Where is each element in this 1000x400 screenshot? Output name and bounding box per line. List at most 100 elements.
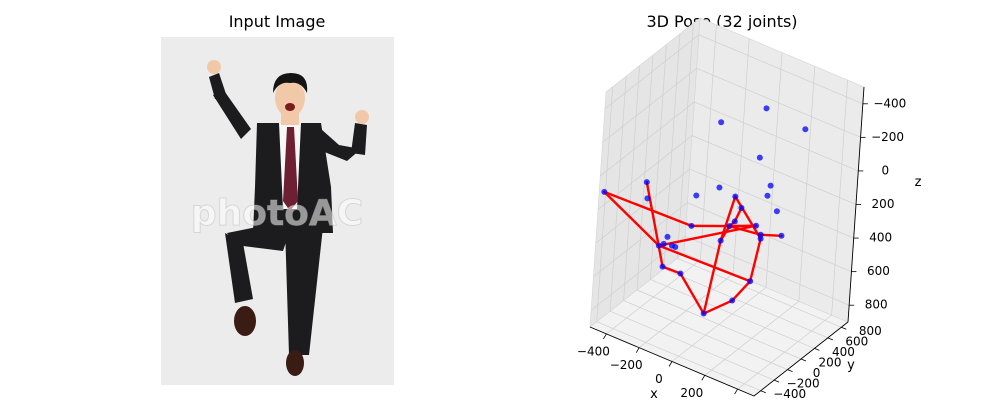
right-arm-upper <box>317 129 361 161</box>
y-tick-label: 200 <box>819 356 842 370</box>
y-tick-label: 600 <box>845 334 868 348</box>
skeleton-bone <box>657 224 758 247</box>
tie <box>283 127 298 211</box>
joint-point <box>767 182 774 189</box>
grid-line-z-side <box>604 34 700 110</box>
x-axis-label: x <box>650 387 658 400</box>
x-tick-label: −400 <box>577 344 610 358</box>
right-forearm <box>351 123 367 155</box>
grid-line-z-back <box>689 168 854 239</box>
grid-line-z-side <box>602 68 697 143</box>
input-image-title: Input Image <box>228 12 326 31</box>
skeleton-bone <box>702 299 734 315</box>
y-tick-label: 0 <box>813 366 821 380</box>
grid-line-y-floor <box>677 257 842 328</box>
joint-point <box>726 223 733 230</box>
face <box>275 79 305 117</box>
joint-point <box>773 208 780 215</box>
z-tick-label: 200 <box>872 197 895 211</box>
joint-point <box>668 242 675 249</box>
y-axis-label: y <box>847 358 855 373</box>
left-shoe <box>234 306 256 336</box>
grid-line-y-floor <box>636 289 802 360</box>
skeleton-bone <box>603 190 661 247</box>
axis-panes <box>589 17 865 397</box>
y-tick-label: −200 <box>787 377 820 391</box>
z-axis-label: z <box>915 175 922 190</box>
z-tick-label: 600 <box>867 264 890 278</box>
joint-point <box>732 193 739 200</box>
left-fist <box>207 60 221 74</box>
joint-point <box>802 126 809 133</box>
chart-title: 3D Pose (32 joints) <box>646 12 798 31</box>
grid-line-y-floor <box>596 321 761 392</box>
right-fist <box>355 110 369 124</box>
skeleton-bone <box>679 272 705 315</box>
skeleton-bone <box>759 233 783 237</box>
x-tick-mark <box>734 388 738 395</box>
skeleton-joints <box>601 105 809 317</box>
axis-gridlines <box>590 23 863 392</box>
x-tick-label: 0 <box>655 372 663 386</box>
joint-point <box>763 105 770 112</box>
joint-point <box>693 192 700 199</box>
y-tick-label: −400 <box>773 387 806 400</box>
y-tick-mark <box>827 337 834 341</box>
y-tick-mark <box>787 369 793 372</box>
y-tick-label: 800 <box>859 324 882 338</box>
skeleton-bone <box>748 237 762 283</box>
z-tick-label: −200 <box>871 130 904 144</box>
y-tick-mark <box>841 326 847 330</box>
grid-line-y-floor <box>623 300 788 370</box>
hair <box>273 73 308 93</box>
joint-point <box>688 222 695 229</box>
joint-point <box>655 242 662 249</box>
grid-line-z-back <box>696 68 861 138</box>
joint-point <box>601 188 608 195</box>
joint-point <box>718 119 725 126</box>
skeleton-bone <box>603 190 693 228</box>
x-tick-mark <box>668 361 673 367</box>
joint-point <box>764 192 771 199</box>
joint-point <box>659 263 666 270</box>
z-tick-label: 0 <box>881 163 889 177</box>
joint-point <box>729 297 736 304</box>
joint-point <box>778 232 785 239</box>
watermark: photoAC <box>191 193 363 234</box>
skeleton-bone <box>702 239 722 315</box>
joint-point <box>753 222 760 229</box>
grid-line-y-floor <box>663 268 828 339</box>
right-shoe <box>286 350 304 376</box>
grid-line-z-back <box>694 101 859 172</box>
skeleton-bone <box>734 195 762 240</box>
grid-line-z-back <box>698 34 863 105</box>
joint-point <box>757 231 764 238</box>
axis-ticks: −400−2000200400−400−2000200400600800−400… <box>577 96 906 400</box>
joint-point <box>660 240 667 247</box>
y-tick-label: 400 <box>832 345 855 359</box>
skeleton-bone <box>719 195 737 242</box>
x-tick-mark <box>635 347 640 353</box>
joint-point <box>677 270 684 277</box>
grid-line-z-back <box>691 135 857 205</box>
z-tick-label: 800 <box>865 298 888 312</box>
skeleton-bone <box>730 280 752 302</box>
raised-shin <box>225 233 253 303</box>
joint-point <box>644 195 651 202</box>
joint-point <box>664 233 671 240</box>
skeleton-bone <box>728 224 762 236</box>
input-photo: photoAC <box>161 37 394 385</box>
joint-point <box>731 218 738 225</box>
skeleton-bone <box>657 244 752 283</box>
standing-leg <box>285 227 323 355</box>
z-tick-label: −400 <box>873 96 906 110</box>
joint-point <box>700 310 707 317</box>
joint-point <box>717 237 724 244</box>
y-tick-mark <box>773 379 780 383</box>
y-tick-mark <box>800 358 807 362</box>
left-arm-upper <box>213 92 251 139</box>
grid-line-z-side <box>600 101 695 177</box>
x-tick-label: −200 <box>610 358 643 372</box>
grid-line-z-back <box>687 202 852 272</box>
